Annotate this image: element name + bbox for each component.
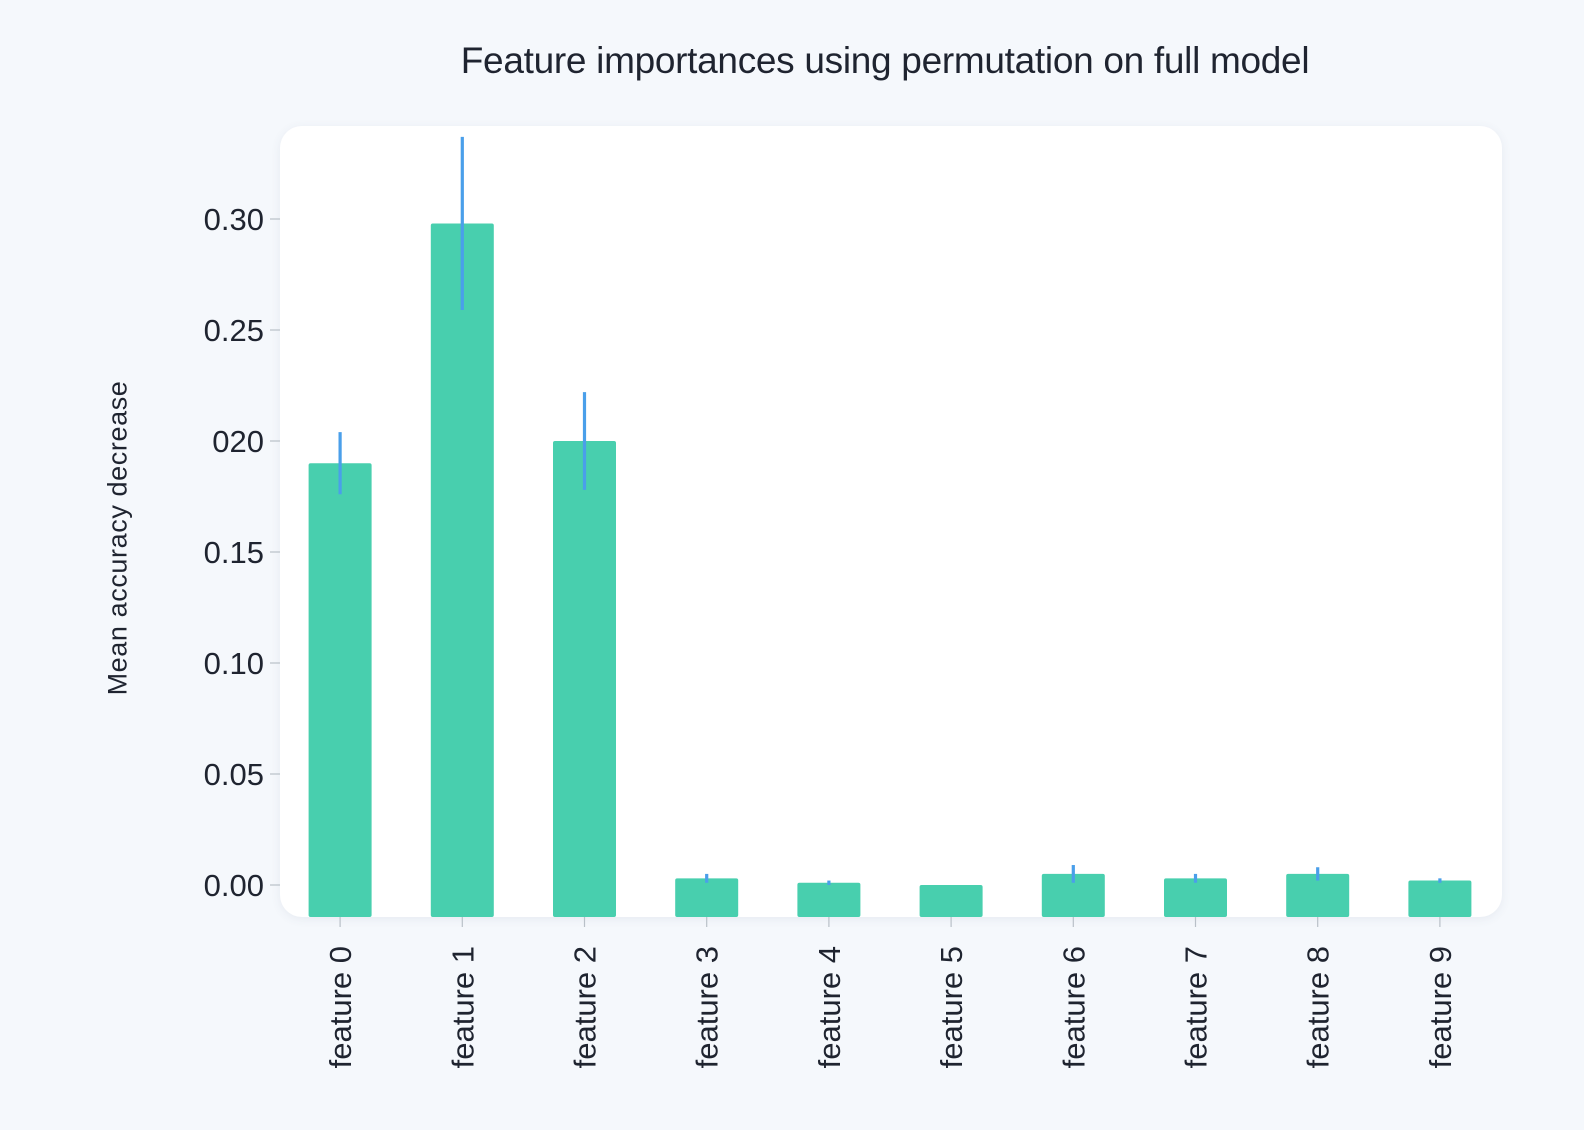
bar <box>430 223 494 917</box>
y-tick-label: 020 <box>212 424 264 459</box>
x-tick-label: feature 3 <box>690 946 725 1068</box>
bar <box>308 463 372 917</box>
x-tick-label: feature 9 <box>1423 946 1458 1068</box>
x-tick-label: feature 8 <box>1301 946 1336 1068</box>
chart-title: Feature importances using permutation on… <box>460 40 1310 81</box>
x-tick-label: feature 6 <box>1056 946 1091 1068</box>
x-tick-label: feature 0 <box>323 946 358 1068</box>
x-tick-label: feature 7 <box>1179 946 1214 1068</box>
x-tick-label: feature 5 <box>934 946 969 1068</box>
y-tick-label: 0.30 <box>204 202 264 237</box>
bar <box>1041 873 1105 917</box>
y-tick-label: 0.05 <box>204 757 264 792</box>
bar <box>797 882 861 917</box>
bar <box>1164 878 1227 917</box>
x-tick-label: feature 1 <box>445 946 480 1068</box>
y-tick-label: 0.25 <box>204 313 264 348</box>
bar <box>1286 873 1350 917</box>
y-tick-label: 0.00 <box>204 868 264 903</box>
bar <box>919 885 983 917</box>
bar <box>675 878 739 917</box>
y-tick-label: 0.15 <box>204 535 264 570</box>
x-tick-label: feature 2 <box>568 946 603 1068</box>
bar <box>1408 880 1472 917</box>
y-tick-label: 0.10 <box>204 646 264 681</box>
x-tick-label: feature 4 <box>812 946 847 1068</box>
bar <box>553 441 616 917</box>
